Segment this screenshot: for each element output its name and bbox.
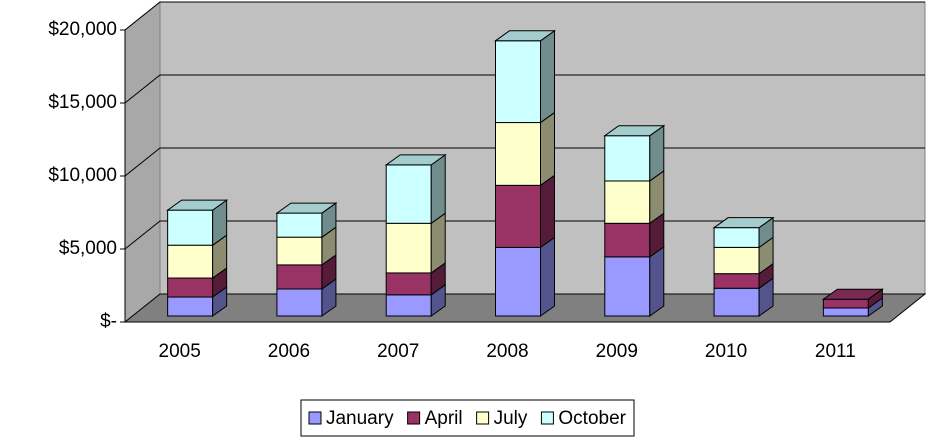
grid-line (124, 220, 925, 250)
bar-segment (167, 296, 214, 317)
bar-segment (276, 264, 323, 290)
bar-segment (713, 273, 760, 289)
x-tick-label: 2008 (486, 341, 528, 362)
x-tick-label: 2007 (377, 341, 419, 362)
bar-segment (276, 212, 323, 238)
legend-label: July (494, 408, 528, 429)
legend-label: April (425, 408, 463, 429)
bar-top (603, 125, 666, 137)
bar-segment (495, 184, 541, 248)
legend-label: October (558, 408, 626, 429)
bar-top (493, 30, 557, 42)
bar-segment (604, 180, 651, 224)
y-tick-label: $20,000 (48, 19, 117, 40)
y-tick-label: $5,000 (59, 238, 117, 259)
grid-line (124, 74, 925, 104)
legend-label: January (326, 408, 394, 429)
bar-segment (385, 222, 432, 274)
bar-top (275, 202, 338, 214)
x-tick-label: 2005 (159, 341, 201, 362)
y-tick-label: $10,000 (48, 165, 117, 186)
bar-segment (276, 236, 323, 266)
x-tick-label: 2009 (596, 341, 638, 362)
bar-segment (495, 246, 541, 317)
bar-segment (713, 227, 760, 248)
grid-line (124, 147, 925, 177)
bar-segment (385, 272, 432, 296)
bar-segment (495, 122, 541, 186)
bar-segment (822, 298, 869, 309)
bar-side (540, 29, 555, 124)
bar-segment (604, 222, 651, 258)
bar-top (384, 154, 447, 166)
bar-segment (385, 164, 432, 224)
legend-box (300, 399, 635, 437)
bar-segment (385, 294, 432, 317)
bar-segment (167, 277, 214, 298)
bar-side (430, 153, 446, 225)
bar-segment (604, 135, 651, 182)
bar-side (540, 236, 555, 317)
grid-line (124, 1, 925, 31)
legend: January April July October (300, 399, 635, 437)
bar-segment (167, 244, 214, 279)
bar-segment (822, 307, 869, 317)
x-tick-label: 2006 (268, 341, 310, 362)
bar-side (649, 245, 665, 317)
x-tick-label: 2011 (815, 341, 856, 362)
legend-swatch (407, 411, 421, 425)
legend-swatch (308, 411, 322, 425)
bar-side (540, 174, 555, 249)
bar-segment (167, 209, 214, 246)
legend-swatch (540, 411, 554, 425)
bar-segment (713, 287, 760, 317)
bar-side (540, 111, 555, 187)
bar-top (821, 288, 884, 300)
x-tick-label: 2010 (705, 341, 747, 362)
y-tick-label: $- (100, 311, 117, 332)
bar-segment (495, 40, 541, 124)
bar-top (166, 199, 229, 211)
bar-segment (604, 256, 651, 317)
bar-top (712, 217, 775, 229)
bar-segment (276, 288, 323, 317)
legend-swatch (476, 411, 490, 425)
y-tick-label: $15,000 (48, 92, 117, 113)
bar-segment (713, 246, 760, 275)
